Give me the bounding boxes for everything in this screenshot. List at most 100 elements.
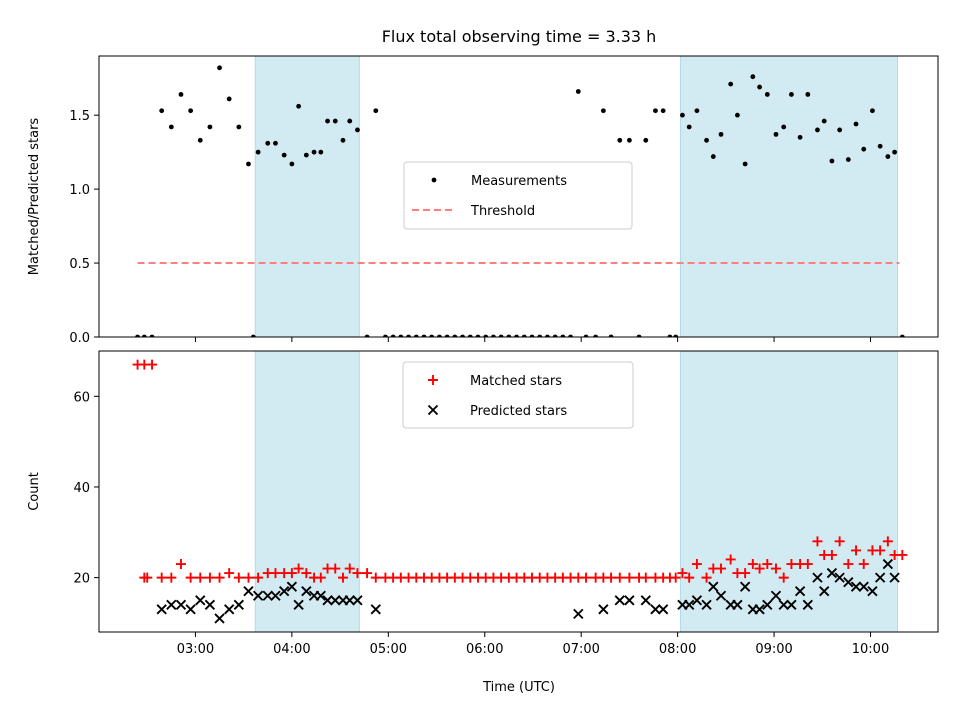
data-point bbox=[147, 359, 158, 370]
data-point bbox=[537, 334, 543, 337]
data-point bbox=[680, 112, 685, 118]
data-point bbox=[728, 81, 734, 87]
data-point bbox=[217, 65, 222, 71]
data-point bbox=[789, 92, 794, 97]
y-tick-label: 1.5 bbox=[69, 109, 90, 124]
data-point bbox=[452, 334, 458, 337]
data-point bbox=[754, 563, 765, 574]
data-point bbox=[195, 572, 206, 583]
data-point bbox=[575, 89, 581, 94]
data-point bbox=[278, 586, 290, 597]
data-point bbox=[340, 137, 346, 143]
data-point bbox=[837, 127, 843, 133]
y-tick-label: 20 bbox=[73, 572, 90, 587]
data-point bbox=[159, 108, 165, 114]
data-point bbox=[188, 108, 194, 114]
data-point bbox=[614, 572, 625, 583]
data-point bbox=[608, 334, 614, 337]
data-point bbox=[552, 334, 558, 337]
data-point bbox=[725, 554, 736, 565]
data-point bbox=[262, 590, 273, 601]
data-point bbox=[867, 586, 878, 597]
data-point bbox=[296, 103, 302, 109]
data-point bbox=[142, 572, 153, 583]
y-axis-label: Count bbox=[27, 472, 42, 511]
shaded-interval bbox=[680, 350, 898, 633]
legend-swatch bbox=[431, 177, 437, 183]
data-point bbox=[732, 599, 743, 610]
data-point bbox=[347, 118, 353, 124]
data-point bbox=[754, 604, 765, 615]
data-point bbox=[750, 74, 756, 80]
data-point bbox=[853, 121, 859, 127]
data-point bbox=[491, 334, 496, 337]
chart-title: Flux total observing time = 3.33 h bbox=[382, 27, 657, 46]
data-point bbox=[214, 572, 225, 583]
data-point bbox=[185, 604, 196, 615]
data-point bbox=[850, 581, 862, 592]
data-point bbox=[870, 108, 875, 114]
data-point bbox=[885, 154, 891, 159]
data-point bbox=[851, 545, 862, 556]
data-point bbox=[773, 131, 779, 137]
data-point bbox=[204, 572, 215, 583]
x-tick-label: 04:00 bbox=[273, 642, 310, 657]
data-point bbox=[529, 334, 535, 337]
legend-swatch bbox=[428, 375, 438, 385]
data-point bbox=[514, 334, 519, 337]
data-point bbox=[677, 568, 688, 579]
data-point bbox=[224, 604, 235, 615]
data-point bbox=[747, 559, 758, 570]
data-point bbox=[821, 118, 827, 124]
data-point bbox=[650, 604, 661, 615]
data-point bbox=[521, 334, 527, 337]
data-point bbox=[330, 563, 341, 574]
data-point bbox=[794, 586, 806, 597]
data-point bbox=[657, 604, 669, 615]
data-point bbox=[413, 334, 419, 337]
data-point bbox=[355, 127, 360, 133]
data-point bbox=[815, 127, 820, 133]
data-point bbox=[786, 599, 797, 610]
data-point bbox=[812, 572, 823, 583]
data-point bbox=[421, 334, 427, 337]
data-point bbox=[660, 108, 666, 114]
data-point bbox=[715, 590, 727, 601]
data-point bbox=[207, 124, 213, 130]
data-point bbox=[770, 590, 782, 601]
data-point bbox=[175, 559, 186, 570]
data-point bbox=[337, 572, 348, 583]
data-point bbox=[770, 563, 781, 574]
data-point bbox=[255, 149, 261, 155]
x-tick-label: 10:00 bbox=[852, 642, 889, 657]
y-tick-label: 0.5 bbox=[69, 257, 90, 272]
data-point bbox=[718, 131, 724, 137]
data-point bbox=[735, 112, 740, 118]
data-point bbox=[882, 536, 893, 547]
data-point bbox=[797, 134, 803, 140]
data-point bbox=[802, 599, 813, 610]
data-point bbox=[344, 563, 355, 574]
data-point bbox=[826, 567, 838, 579]
data-point bbox=[778, 599, 789, 610]
data-point bbox=[892, 149, 898, 155]
data-point bbox=[226, 96, 232, 102]
data-point bbox=[370, 572, 381, 583]
data-point bbox=[175, 599, 187, 610]
data-point bbox=[243, 572, 254, 583]
x-tick-label: 03:00 bbox=[177, 642, 214, 657]
data-point bbox=[301, 568, 312, 579]
y-axis-label: Matched/Predicted stars bbox=[27, 118, 42, 276]
legend-label: Threshold bbox=[470, 204, 535, 219]
x-tick-label: 05:00 bbox=[370, 642, 407, 657]
data-point bbox=[877, 143, 883, 149]
data-point bbox=[643, 137, 649, 143]
data-point bbox=[819, 586, 830, 597]
data-point bbox=[224, 568, 235, 579]
data-point bbox=[882, 558, 894, 570]
data-point bbox=[166, 572, 177, 583]
data-point bbox=[640, 595, 651, 606]
data-point bbox=[757, 84, 762, 90]
y-tick-label: 40 bbox=[73, 481, 90, 496]
data-point bbox=[364, 334, 370, 337]
